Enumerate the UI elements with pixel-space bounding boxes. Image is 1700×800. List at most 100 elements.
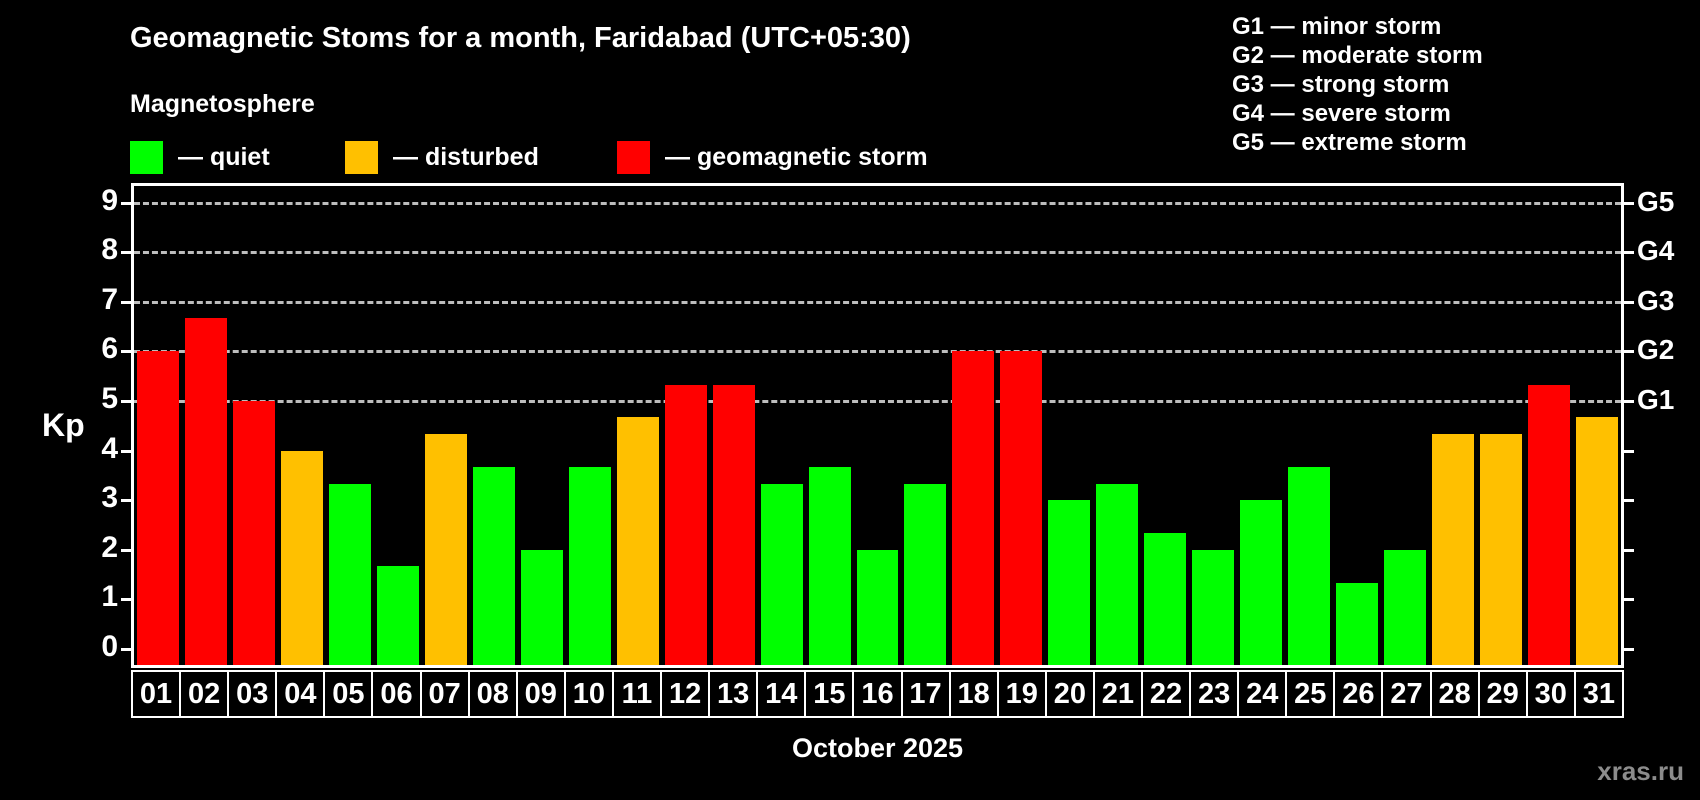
day-label-12: 12 <box>660 670 711 718</box>
day-label-19: 19 <box>996 670 1047 718</box>
day-label-23: 23 <box>1189 670 1240 718</box>
right-tick-8 <box>1623 251 1634 255</box>
y-tick-label-3: 3 <box>101 481 118 515</box>
right-tick-1 <box>1623 598 1634 602</box>
right-tick-3 <box>1623 499 1634 503</box>
y-tick-label-9: 9 <box>101 183 118 217</box>
kp-bar-day-27 <box>1384 549 1427 665</box>
kp-bar-day-13 <box>712 384 755 665</box>
y-axis-title: Kp <box>42 407 85 443</box>
legend-quiet-label: — quiet <box>178 142 270 171</box>
kp-bar-day-02 <box>184 318 227 665</box>
y-tick-label-0: 0 <box>101 630 118 663</box>
g1-legend-line: G1 — minor storm <box>1232 13 1442 40</box>
right-tick-7 <box>1623 300 1634 304</box>
right-axis-label-g1: G1 <box>1637 384 1675 415</box>
day-label-24: 24 <box>1237 670 1288 718</box>
legend-storm-label: — geomagnetic storm <box>665 142 928 171</box>
left-tick-9 <box>121 201 132 205</box>
right-tick-4 <box>1623 449 1634 453</box>
right-tick-6 <box>1623 350 1634 354</box>
kp-bar-day-09 <box>520 549 563 665</box>
quiet-color-swatch <box>130 140 163 174</box>
y-tick-label-5: 5 <box>101 382 118 415</box>
day-label-02: 02 <box>179 670 230 718</box>
left-tick-0 <box>121 648 132 651</box>
right-tick-5 <box>1623 400 1634 403</box>
kp-bar-day-10 <box>568 466 611 665</box>
day-label-01: 01 <box>131 670 182 718</box>
right-axis-label-g5: G5 <box>1637 185 1675 217</box>
legend-item-storm: — geomagnetic storm <box>617 140 928 174</box>
y-tick-label-2: 2 <box>101 530 118 564</box>
g3-legend-line: G3 — strong storm <box>1232 71 1450 98</box>
kp-bar-day-03 <box>232 401 275 665</box>
left-tick-8 <box>121 251 132 255</box>
day-label-15: 15 <box>804 670 855 718</box>
kp-bar-day-01 <box>137 351 179 665</box>
day-label-25: 25 <box>1285 670 1336 718</box>
magnetosphere-subtitle: Magnetosphere <box>130 90 315 118</box>
kp-bar-day-21 <box>1096 483 1139 665</box>
day-label-13: 13 <box>708 670 759 718</box>
g-scale-legend: G1 — minor storm G2 — moderate storm G3 … <box>1232 12 1483 157</box>
kp-bar-day-14 <box>760 483 803 665</box>
day-label-10: 10 <box>563 670 614 718</box>
gridline-kp5 <box>134 400 1621 403</box>
day-label-22: 22 <box>1140 670 1192 718</box>
kp-bar-day-07 <box>424 434 467 665</box>
y-tick-label-6: 6 <box>101 332 118 366</box>
day-label-20: 20 <box>1044 670 1095 718</box>
kp-bar-day-04 <box>280 450 323 665</box>
kp-bar-day-16 <box>856 549 899 665</box>
kp-bar-day-24 <box>1240 500 1283 665</box>
page-title: Geomagnetic Stoms for a month, Faridabad… <box>130 22 911 54</box>
kp-bar-day-20 <box>1048 500 1091 665</box>
day-label-28: 28 <box>1429 670 1480 718</box>
y-tick-label-7: 7 <box>101 282 118 316</box>
kp-bar-day-08 <box>472 466 515 665</box>
day-label-06: 06 <box>371 670 422 718</box>
kp-bar-day-23 <box>1192 549 1235 665</box>
kp-bar-day-06 <box>376 566 419 665</box>
right-axis-label-g3: G3 <box>1637 284 1675 316</box>
right-axis-label-g4: G4 <box>1637 235 1675 267</box>
y-tick-label-1: 1 <box>101 580 118 614</box>
kp-bar-day-30 <box>1528 384 1571 665</box>
day-label-04: 04 <box>275 670 326 718</box>
left-tick-3 <box>121 499 132 503</box>
gridline-kp7 <box>134 300 1621 304</box>
left-tick-1 <box>121 598 132 602</box>
left-tick-7 <box>121 300 132 304</box>
day-label-29: 29 <box>1477 670 1528 718</box>
right-tick-9 <box>1623 201 1634 205</box>
y-tick-label-8: 8 <box>101 233 118 267</box>
gridline-kp9 <box>134 201 1621 205</box>
g2-legend-line: G2 — moderate storm <box>1232 42 1483 69</box>
legend-item-quiet: — quiet <box>130 140 270 174</box>
legend-disturbed-label: — disturbed <box>393 142 539 171</box>
kp-bar-day-11 <box>616 417 659 665</box>
day-label-08: 08 <box>467 670 518 718</box>
g4-legend-line: G4 — severe storm <box>1232 100 1451 127</box>
day-label-07: 07 <box>419 670 470 718</box>
kp-bar-day-19 <box>1000 351 1043 665</box>
kp-bar-day-18 <box>952 351 995 665</box>
kp-bar-day-28 <box>1432 434 1475 665</box>
day-label-30: 30 <box>1525 670 1576 718</box>
left-tick-4 <box>121 449 132 453</box>
left-tick-5 <box>121 400 132 403</box>
day-label-14: 14 <box>756 670 807 718</box>
chart-plot: 0 1 2 3 4 5 6 7 8 9 G1 G2 G3 G4 G5 <box>101 183 1674 668</box>
day-label-21: 21 <box>1092 670 1143 718</box>
day-label-18: 18 <box>948 670 999 718</box>
g5-legend-line: G5 — extreme storm <box>1232 129 1467 156</box>
right-axis-label-g2: G2 <box>1637 334 1675 366</box>
day-label-27: 27 <box>1381 670 1432 718</box>
kp-bar-day-26 <box>1336 583 1379 665</box>
xras-watermark: xras.ru <box>1597 756 1684 786</box>
left-tick-2 <box>121 548 132 552</box>
kp-bar-day-31 <box>1576 417 1618 665</box>
kp-bar-day-29 <box>1480 434 1523 665</box>
day-label-16: 16 <box>852 670 903 718</box>
